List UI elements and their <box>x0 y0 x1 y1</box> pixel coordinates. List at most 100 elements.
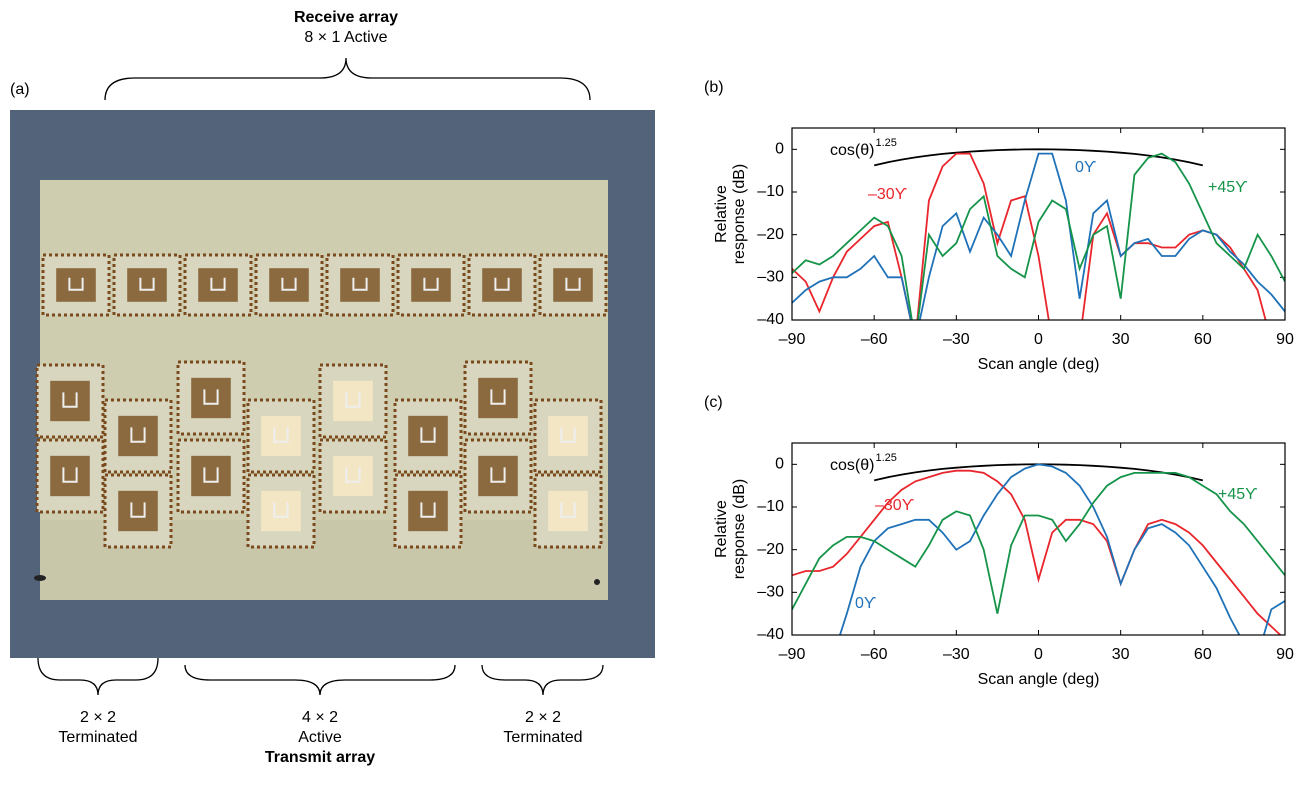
group-size: 4 × 2 <box>302 709 338 726</box>
slot <box>352 277 368 291</box>
plot-area <box>792 463 1285 635</box>
y-tick-label: –20 <box>757 541 784 558</box>
series-label-superscript: 1.25 <box>875 452 896 464</box>
x-tick-label: 60 <box>1194 331 1212 348</box>
y-tick-label: –40 <box>757 626 784 643</box>
patch <box>118 490 158 532</box>
slot <box>420 502 436 518</box>
y-axis-label: response (dB) <box>731 479 748 580</box>
brace <box>481 664 604 696</box>
slot <box>560 427 576 443</box>
brace <box>184 664 456 696</box>
x-tick-label: 0 <box>1034 331 1043 348</box>
group-size: 2 × 2 <box>525 709 561 726</box>
group-size: 2 × 2 <box>80 709 116 726</box>
patch <box>127 268 167 302</box>
slot <box>62 392 78 408</box>
patch <box>478 377 518 419</box>
brace <box>37 657 159 696</box>
panel-label: (c) <box>704 394 723 411</box>
series-line <box>839 463 1285 635</box>
patch <box>191 455 231 497</box>
patch <box>118 415 158 457</box>
slot <box>565 277 581 291</box>
x-tick-label: –60 <box>861 331 888 348</box>
tile <box>467 253 537 317</box>
patch <box>482 268 522 302</box>
slot <box>490 467 506 483</box>
patch <box>548 415 588 457</box>
plot-frame <box>791 442 1286 636</box>
patch <box>553 268 593 302</box>
slot <box>273 427 289 443</box>
patch <box>333 455 373 497</box>
patch <box>408 415 448 457</box>
slot <box>203 467 219 483</box>
slot <box>345 392 361 408</box>
series-line <box>792 152 1285 320</box>
y-axis-label: response (dB) <box>731 164 748 265</box>
series-label: cos(θ) <box>830 457 874 474</box>
patch <box>478 455 518 497</box>
slot <box>490 389 506 405</box>
transmit-title: Transmit array <box>265 749 375 766</box>
slot <box>281 277 297 291</box>
photo-panel: (a) Receive array 8 × 1 Active 2 × 2 Ter… <box>10 9 655 766</box>
panel-label: (b) <box>704 79 724 96</box>
series-line <box>792 472 1285 614</box>
series-label: 0ϒ <box>855 595 877 612</box>
series-line <box>792 469 1282 635</box>
plot-area <box>792 148 1285 320</box>
x-tick-label: 0 <box>1034 646 1043 663</box>
x-tick-label: –90 <box>779 331 806 348</box>
brace <box>104 57 591 101</box>
series-line <box>873 148 1204 167</box>
slot <box>273 502 289 518</box>
y-tick-label: –10 <box>757 183 784 200</box>
patch <box>261 490 301 532</box>
patch <box>198 268 238 302</box>
series-label: –30ϒ <box>875 497 915 514</box>
tile <box>325 253 395 317</box>
receive-title: Receive array <box>294 9 398 26</box>
hole <box>594 579 600 585</box>
series-label: +45ϒ <box>1218 486 1258 503</box>
series-line <box>792 152 1285 320</box>
y-tick-label: –40 <box>757 311 784 328</box>
slot <box>345 467 361 483</box>
hole <box>34 575 46 581</box>
patch <box>56 268 96 302</box>
group-desc: Terminated <box>58 729 137 746</box>
series-label: cos(θ) <box>830 142 874 159</box>
x-tick-label: 90 <box>1276 331 1294 348</box>
x-tick-label: 30 <box>1112 646 1130 663</box>
series-label-superscript: 1.25 <box>875 137 896 149</box>
patch <box>261 415 301 457</box>
slot <box>210 277 226 291</box>
tile <box>35 363 105 439</box>
slot <box>130 427 146 443</box>
slot <box>130 502 146 518</box>
x-tick-label: 60 <box>1194 646 1212 663</box>
y-tick-label: 0 <box>775 141 784 158</box>
plot-frame <box>791 127 1286 321</box>
receive-subtitle: 8 × 1 Active <box>304 29 387 46</box>
x-tick-label: –30 <box>943 331 970 348</box>
x-tick-label: –60 <box>861 646 888 663</box>
slot <box>420 427 436 443</box>
series-label: +45ϒ <box>1208 179 1248 196</box>
slot <box>139 277 155 291</box>
series-label: 0ϒ <box>1075 159 1097 176</box>
slot <box>560 502 576 518</box>
patch <box>548 490 588 532</box>
x-tick-label: –90 <box>779 646 806 663</box>
y-tick-label: –30 <box>757 584 784 601</box>
patch <box>50 455 90 497</box>
tile <box>41 253 111 317</box>
patch <box>411 268 451 302</box>
x-axis-label: Scan angle (deg) <box>978 671 1100 688</box>
x-axis-label: Scan angle (deg) <box>978 356 1100 373</box>
panel-label: (a) <box>10 81 30 98</box>
